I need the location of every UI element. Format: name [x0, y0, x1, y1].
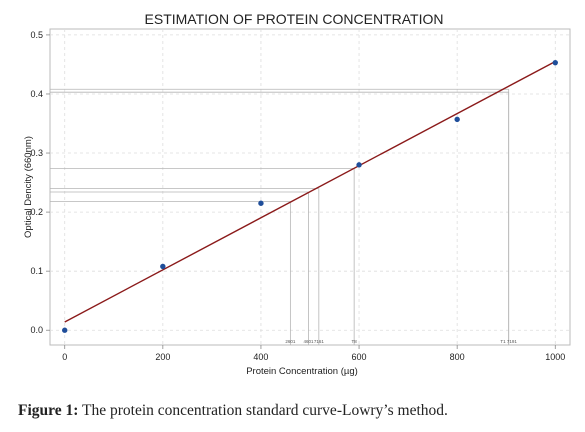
x-tick-label: 1000 [545, 352, 565, 362]
data-point [454, 116, 460, 123]
y-tick-label: 0.2 [30, 207, 43, 217]
annotation-label: 4601 [304, 339, 315, 344]
x-tick-label: 200 [155, 352, 170, 362]
axis-ticks: 0 200 400 600 800 1000 0.0 0.1 0.2 0.3 0.4 0.5 [30, 30, 565, 362]
data-point [160, 263, 166, 270]
caption-label: Figure 1: [18, 402, 79, 419]
figure-caption: Figure 1: The protein concentration stan… [18, 402, 578, 420]
chart-title: ESTIMATION OF PROTEIN CONCENTRATION [145, 11, 444, 27]
data-points [62, 59, 558, 333]
data-point [356, 162, 362, 168]
y-tick-label: 0.1 [30, 266, 43, 276]
y-tick-label: 0.0 [30, 325, 43, 335]
x-tick-label: 800 [450, 352, 465, 362]
caption-text: The protein concentration standard curve… [82, 402, 448, 419]
plot-area [49, 28, 571, 346]
gridlines [50, 29, 570, 345]
annotations: 2601 4601 7161 T8 T1 7191 [285, 339, 517, 344]
annotation-label: 7161 [314, 339, 325, 344]
y-tick-label: 0.3 [30, 148, 43, 158]
reading-lines [50, 88, 510, 345]
data-point [62, 327, 68, 333]
y-tick-label: 0.5 [30, 30, 43, 40]
x-tick-label: 400 [253, 352, 268, 362]
x-tick-label: 0 [62, 352, 67, 362]
y-tick-label: 0.4 [30, 89, 43, 99]
annotation-label: T8 [352, 339, 358, 344]
annotation-label: 2601 [285, 339, 296, 344]
y-axis-label: Optical Dencity (660nm) [23, 136, 34, 238]
data-point [258, 200, 264, 206]
data-point [552, 59, 558, 66]
annotation-label: T1 7191 [500, 339, 517, 344]
x-tick-label: 600 [352, 352, 367, 362]
fit-line [64, 60, 556, 323]
x-axis-label: Protein Concentration (µg) [246, 366, 358, 377]
